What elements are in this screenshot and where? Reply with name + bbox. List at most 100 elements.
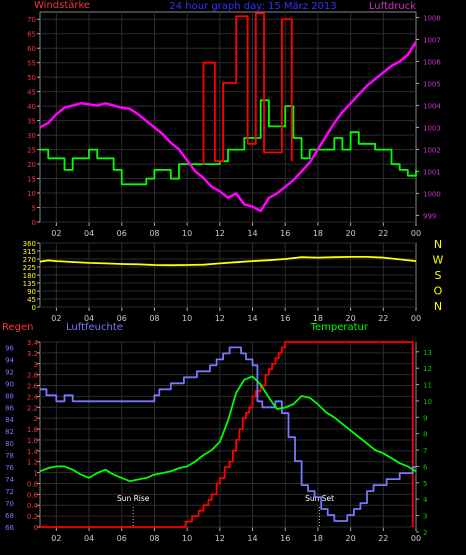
- y-left-tick-label: 50: [27, 74, 36, 82]
- x-tick-label: 14: [247, 229, 257, 238]
- wind-direction-letter: N: [434, 238, 442, 251]
- y-right-tick-label: 1007: [423, 36, 441, 44]
- y-mid-tick-label: 92: [5, 368, 14, 376]
- wind-direction-letter: O: [434, 285, 443, 298]
- wind-direction-letter: S: [435, 269, 442, 282]
- y-left-tick-label: 1.2: [27, 459, 38, 467]
- y-right-tick-label: 10: [423, 398, 432, 406]
- y-left-tick-label: 3: [34, 361, 38, 369]
- right-axis-label: Temperatur: [310, 322, 369, 333]
- y-left-tick-label: 225: [23, 264, 36, 272]
- y-mid-tick-label: 96: [5, 344, 14, 352]
- y-left-tick-label: 0.6: [27, 491, 39, 499]
- x-tick-label: 10: [182, 229, 192, 238]
- y-left-tick-label: 2: [34, 415, 38, 423]
- y-left-tick-label: 3.4: [27, 339, 39, 347]
- y-right-tick-label: 1005: [423, 80, 441, 88]
- y-left-tick-label: 65: [27, 31, 36, 39]
- y-mid-tick-label: 94: [5, 356, 14, 364]
- y-left-tick-label: 0.4: [27, 502, 39, 510]
- x-tick-label: 00: [411, 314, 421, 323]
- y-left-tick-label: 90: [27, 288, 36, 296]
- x-tick-label: 16: [280, 534, 290, 543]
- y-left-tick-label: 15: [27, 176, 36, 184]
- y-mid-tick-label: 88: [5, 392, 14, 400]
- x-tick-label: 04: [84, 229, 94, 238]
- y-left-tick-label: 40: [27, 103, 36, 111]
- y-right-tick-label: 1003: [423, 124, 441, 132]
- right-axis-label: Luftdruck: [369, 1, 416, 12]
- y-left-tick-label: 1.6: [27, 437, 39, 445]
- wind-direction-letter: N: [434, 300, 442, 313]
- y-right-tick-label: 1008: [423, 14, 441, 22]
- chart-panel-1: 02 04 06 08 10 12 14 16 18 20 22 000510152025303540…: [27, 0, 441, 238]
- x-tick-label: 18: [313, 534, 323, 543]
- y-mid-tick-label: 76: [5, 464, 14, 472]
- y-right-tick-label: 999: [423, 212, 436, 220]
- x-tick-label: 14: [247, 314, 257, 323]
- y-left-tick-label: 55: [27, 60, 36, 68]
- x-tick-label: 18: [313, 229, 323, 238]
- y-mid-tick-label: 84: [5, 416, 14, 424]
- y-mid-tick-label: 90: [5, 380, 14, 388]
- y-left-tick-label: 0.8: [27, 480, 38, 488]
- series-line-1: [39, 255, 417, 267]
- y-mid-tick-label: 68: [5, 512, 14, 520]
- y-mid-tick-label: 66: [5, 524, 14, 532]
- y-left-tick-label: 135: [23, 280, 36, 288]
- y-right-tick-label: 11: [423, 382, 432, 390]
- y-left-tick-label: 270: [23, 256, 36, 264]
- x-tick-label: 10: [182, 314, 192, 323]
- y-right-tick-label: 1006: [423, 58, 441, 66]
- y-left-tick-label: 2.6: [27, 383, 39, 391]
- series-line-2: [202, 12, 293, 165]
- y-left-tick-label: 1.8: [27, 426, 38, 434]
- chart-panel-2: 02 04 06 08 10 12 14 16 18 20 22 000459013518022527…: [23, 238, 444, 323]
- x-tick-label: 14: [247, 534, 257, 543]
- x-tick-label: 12: [215, 314, 225, 323]
- y-left-tick-label: 0: [32, 304, 36, 312]
- x-tick-label: 02: [51, 314, 61, 323]
- sun-annotation: Sun Set: [305, 494, 334, 503]
- x-tick-label: 00: [411, 229, 421, 238]
- y-left-tick-label: 5: [32, 205, 36, 213]
- x-tick-label: 18: [313, 314, 323, 323]
- y-left-tick-label: 180: [23, 272, 36, 280]
- y-left-tick-label: 70: [27, 16, 36, 24]
- wind-direction-letter: W: [433, 254, 444, 267]
- x-tick-label: 20: [346, 314, 356, 323]
- x-tick-label: 02: [51, 534, 61, 543]
- x-tick-label: 16: [280, 314, 290, 323]
- y-right-tick-label: 1002: [423, 146, 441, 154]
- x-tick-label: 12: [215, 534, 225, 543]
- y-left-tick-label: 3.2: [27, 350, 38, 358]
- y-right-tick-label: 1001: [423, 168, 441, 176]
- series-line-3: [39, 375, 417, 483]
- series-line-1: [40, 341, 414, 528]
- x-tick-label: 20: [346, 534, 356, 543]
- y-left-tick-label: 45: [27, 89, 36, 97]
- x-tick-label: 08: [149, 314, 159, 323]
- chart-panel-3: 02 04 06 08 10 12 14 16 18 20 22 0000.20.40.60.811.…: [2, 322, 432, 543]
- y-mid-tick-label: 72: [5, 488, 14, 496]
- x-tick-label: 06: [117, 229, 127, 238]
- x-tick-label: 22: [378, 534, 388, 543]
- x-tick-label: 00: [411, 534, 421, 543]
- y-mid-tick-label: 80: [5, 440, 14, 448]
- y-left-tick-label: 35: [27, 118, 36, 126]
- y-left-tick-label: 45: [27, 296, 36, 304]
- left-axis-label: Regen: [2, 322, 34, 333]
- y-left-tick-label: 0: [34, 524, 38, 532]
- x-tick-label: 02: [51, 229, 61, 238]
- y-left-tick-label: 2.2: [27, 404, 38, 412]
- x-tick-label: 04: [84, 314, 94, 323]
- y-left-tick-label: 1: [34, 470, 38, 478]
- x-tick-label: 06: [117, 314, 127, 323]
- y-left-tick-label: 2.8: [27, 372, 38, 380]
- y-mid-tick-label: 70: [5, 500, 14, 508]
- y-right-tick-label: 1004: [423, 102, 441, 110]
- x-tick-label: 08: [149, 534, 159, 543]
- y-right-tick-label: 9: [423, 414, 427, 422]
- plot-frame: [39, 341, 417, 528]
